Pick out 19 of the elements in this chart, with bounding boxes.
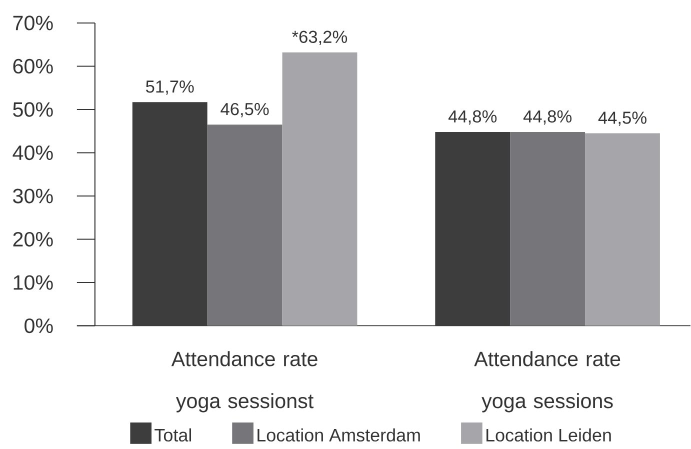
y-tick-label: 20% [13, 232, 53, 247]
data-label: 44,5% [598, 112, 646, 126]
y-tick-label: 50% [13, 102, 53, 117]
y-tick-label: 70% [13, 16, 53, 30]
data-label: 46,5% [220, 103, 269, 118]
data-label: 44,8% [523, 110, 572, 125]
legend-label: Location Leiden [486, 428, 611, 442]
y-tick-label: 30% [13, 188, 53, 204]
y-tick-label: 10% [14, 275, 53, 290]
data-label: *63,2% [292, 30, 348, 46]
data-label: 51,7% [146, 80, 194, 95]
y-tick-label: 0% [24, 318, 53, 334]
category-label: Attendance rate yoga sessions [474, 351, 620, 412]
y-tick-label: 60% [13, 59, 53, 74]
data-label: 44,8% [448, 110, 497, 125]
legend-label: Total [154, 428, 191, 442]
category-label: Attendance rate yoga sessionst [171, 351, 318, 412]
y-tick-label: 40% [12, 146, 53, 160]
legend-label: Location Amsterdam [258, 428, 420, 442]
